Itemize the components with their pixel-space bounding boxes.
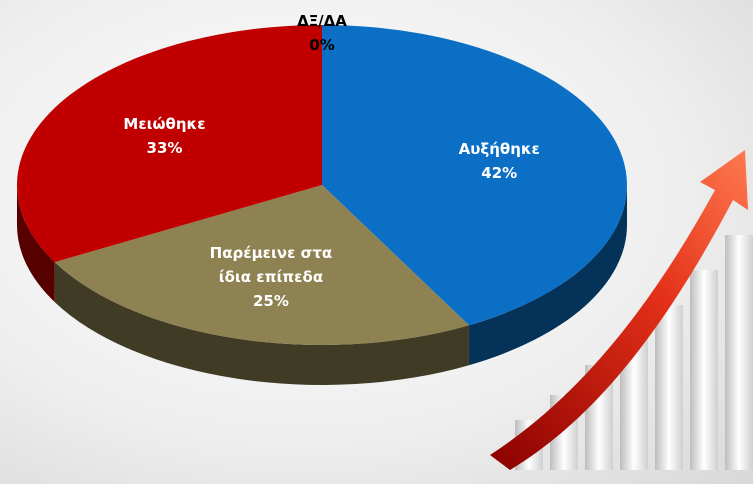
category-label: Αυξήθηκε [458,140,540,159]
deco-bar [725,235,753,470]
slice [322,25,628,326]
data-label: Μειώθηκε 33% [94,112,234,160]
value-label: 33% [146,139,183,158]
category-label: Μειώθηκε [123,115,206,134]
data-label: Παρέμεινε στα ίδια επίπεδα 25% [201,241,341,313]
decoration [490,150,753,470]
data-label: Αυξήθηκε 42% [429,137,569,185]
value-label: 0% [309,36,335,54]
deco-bar [690,270,718,470]
slice-side [54,262,469,386]
category-label: ΔΞ/ΔΑ [297,12,347,30]
slice [54,185,469,345]
slice-side [468,185,627,366]
slice [16,25,322,263]
value-label: 42% [481,164,518,183]
deco-bar [655,305,683,470]
deco-arrow [490,150,748,470]
pie [16,25,628,386]
category-label: Παρέμεινε στα ίδια επίπεδα [209,244,333,287]
data-label: ΔΞ/ΔΑ 0% [252,9,392,57]
value-label: 25% [252,292,289,311]
slice-side [17,185,55,303]
